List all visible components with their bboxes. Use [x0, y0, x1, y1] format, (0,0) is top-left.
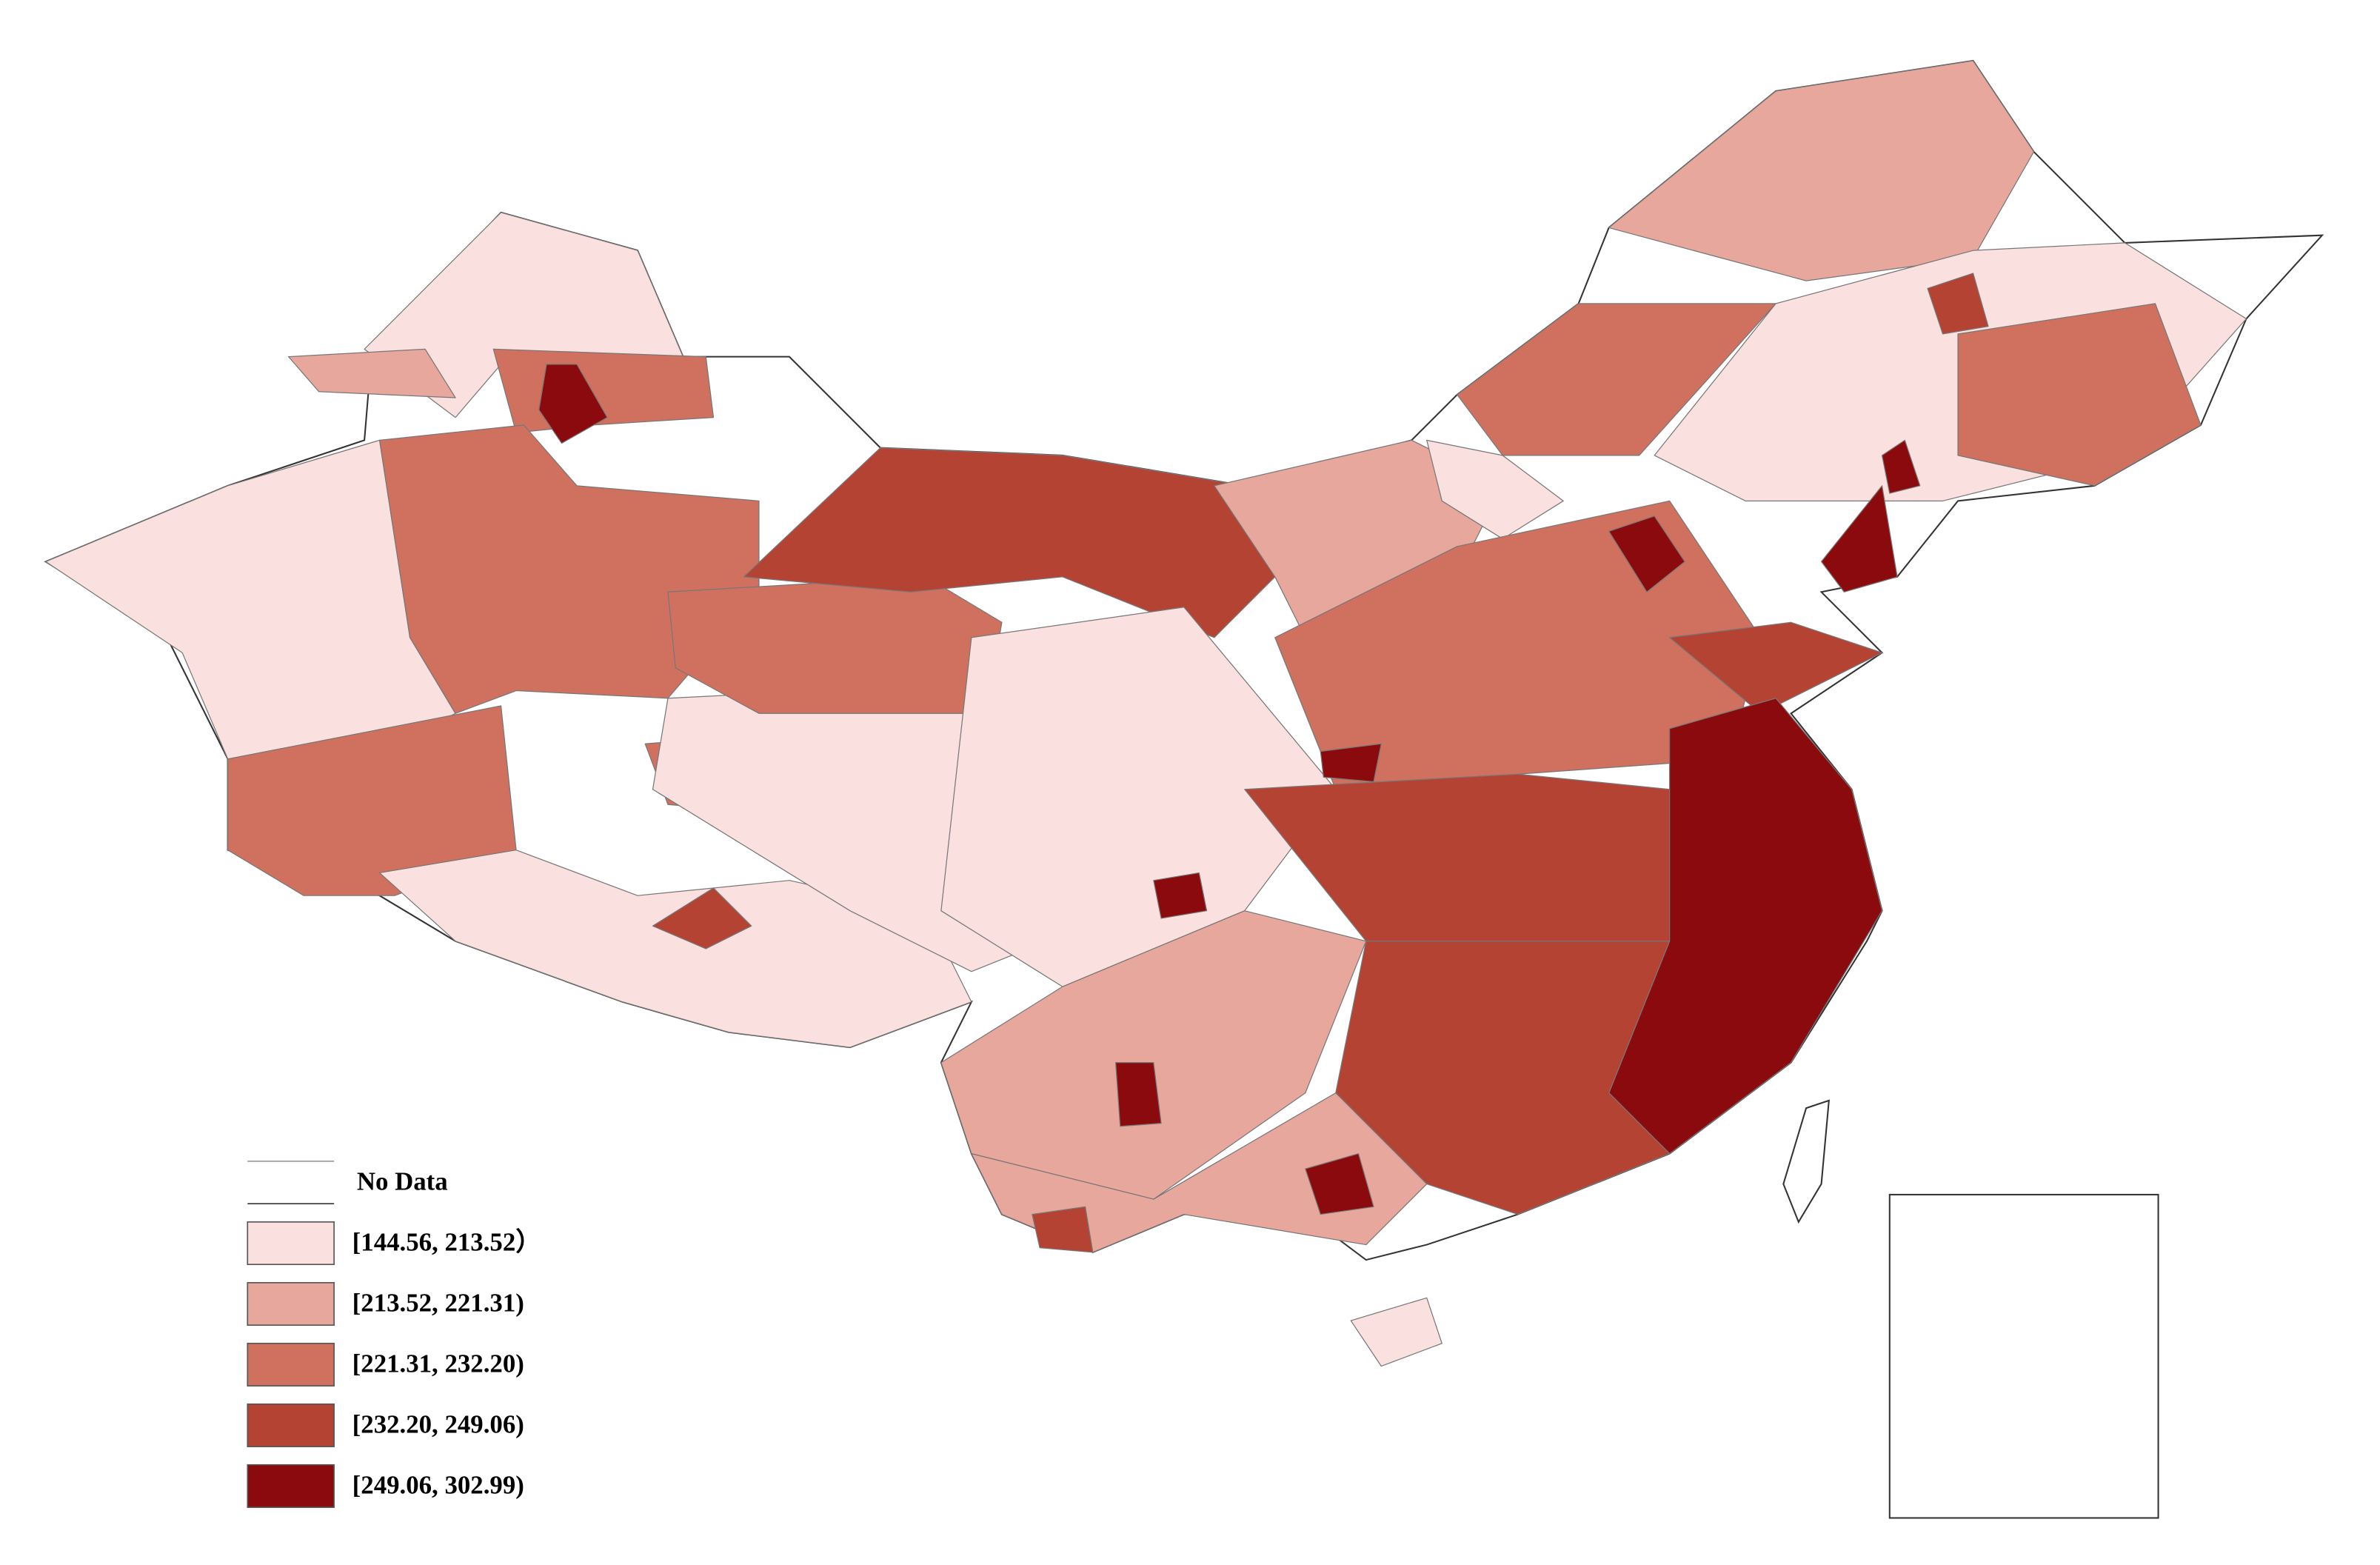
region [1669, 621, 1883, 714]
legend: No Data [144.56, 213.52） [213.52, 221.31)… [247, 1161, 541, 1508]
region [1320, 743, 1382, 783]
region [1820, 485, 1898, 593]
legend-swatch [247, 1281, 335, 1327]
region [940, 910, 1367, 1200]
legend-label: [221.31, 232.20) [352, 1349, 524, 1378]
legend-swatch [247, 1403, 335, 1447]
legend-classes: [144.56, 213.52） [213.52, 221.31) [221.31,… [247, 1221, 541, 1508]
legend-label: No Data [357, 1167, 448, 1196]
region [1305, 1152, 1374, 1215]
region [1927, 273, 1989, 335]
taiwan-outline [1782, 1099, 1830, 1224]
region [1114, 1062, 1162, 1127]
region [538, 364, 608, 444]
legend-swatch [247, 1342, 335, 1387]
legend-label: [232.20, 249.06) [352, 1409, 524, 1438]
region [288, 348, 456, 398]
region [1032, 1206, 1094, 1253]
inset-frame [1888, 1193, 2159, 1519]
region [1608, 515, 1685, 593]
region [1153, 872, 1208, 919]
region [378, 850, 972, 1048]
legend-label: [144.56, 213.52） [352, 1228, 541, 1257]
region [652, 887, 752, 950]
legend-label: [213.52, 221.31) [352, 1289, 524, 1318]
legend-swatch [247, 1464, 335, 1508]
region [1608, 60, 2035, 281]
region [227, 705, 517, 896]
legend-label: [249.06, 302.99) [352, 1470, 524, 1499]
region [1881, 439, 1921, 494]
region [1350, 1297, 1443, 1367]
region [1457, 303, 1776, 456]
legend-swatch [247, 1221, 335, 1266]
map-regions [44, 59, 2324, 1367]
region [1426, 439, 1564, 540]
region [1957, 303, 2202, 487]
